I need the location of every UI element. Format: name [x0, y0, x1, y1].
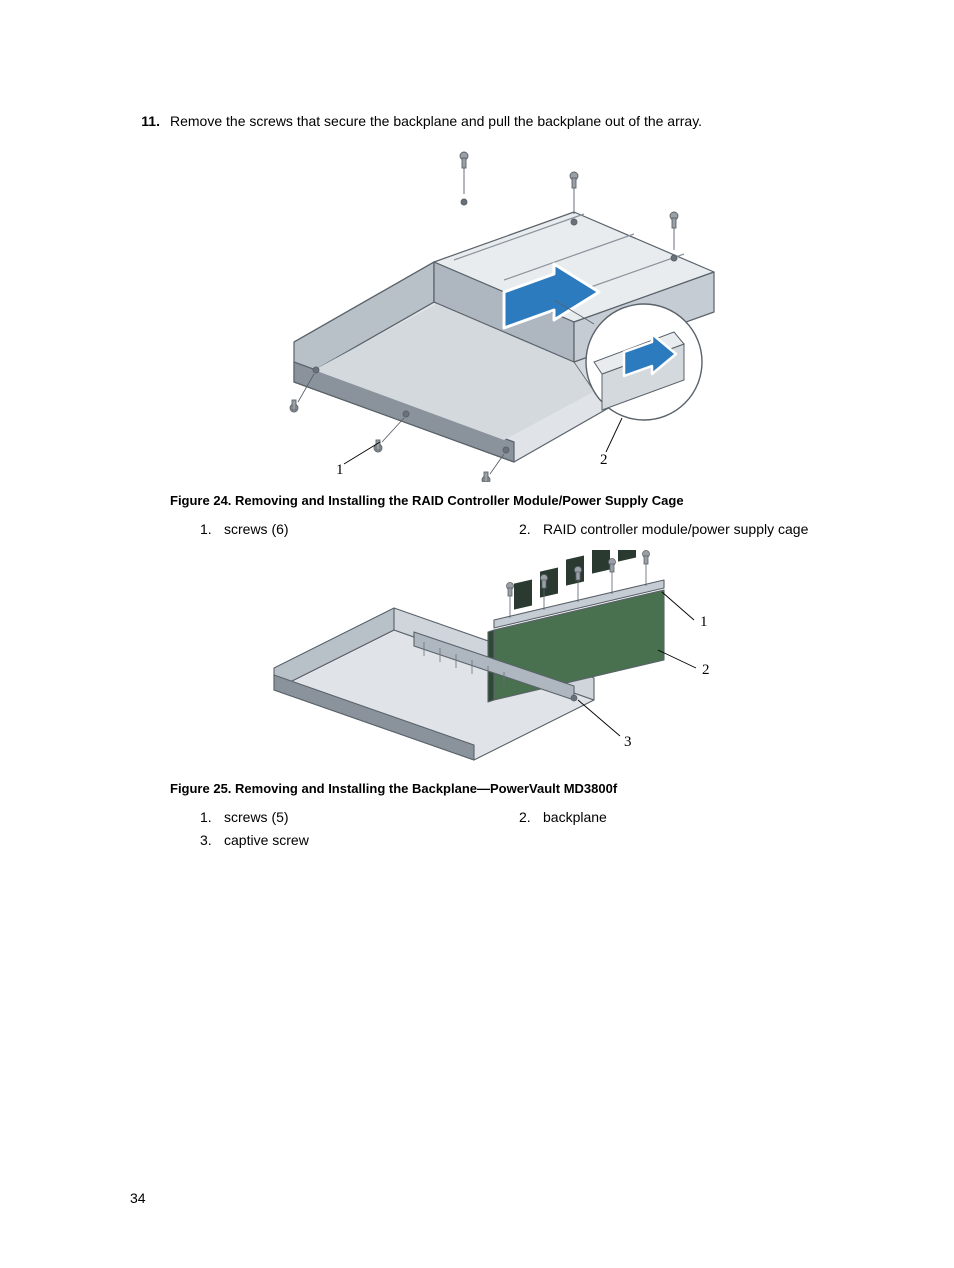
figure-25-caption: Figure 25. Removing and Installing the B… [130, 781, 858, 796]
legend-item: 2. RAID controller module/power supply c… [519, 520, 838, 539]
legend-num: 2. [519, 520, 543, 539]
legend-num: 3. [200, 831, 224, 850]
callout-1: 1 [336, 462, 344, 478]
page-number: 34 [130, 1190, 146, 1206]
callout-1: 1 [700, 614, 708, 630]
figure-24-legend: 1. screws (6) 2. RAID controller module/… [130, 520, 858, 543]
step-number: 11. [130, 113, 170, 129]
step-text: Remove the screws that secure the backpl… [170, 112, 702, 132]
callout-2: 2 [702, 662, 710, 678]
legend-item: 3. captive screw [200, 831, 519, 850]
step-line: 11. Remove the screws that secure the ba… [130, 112, 858, 132]
figure-25-legend: 1. screws (5) 2. backplane 3. captive sc… [130, 808, 858, 854]
legend-item: 1. screws (6) [200, 520, 519, 539]
legend-label: backplane [543, 808, 607, 827]
callout-2: 2 [600, 452, 608, 468]
legend-label: screws (6) [224, 520, 289, 539]
figure-24: 1 2 [130, 142, 858, 487]
figure-24-caption: Figure 24. Removing and Installing the R… [130, 493, 858, 508]
figure-25-svg: 1 2 3 [244, 550, 744, 770]
legend-label: captive screw [224, 831, 309, 850]
legend-num: 2. [519, 808, 543, 827]
figure-25: 1 2 3 [130, 550, 858, 775]
callout-3: 3 [624, 734, 632, 750]
figure-24-svg: 1 2 [254, 142, 734, 482]
legend-label: RAID controller module/power supply cage [543, 520, 808, 539]
legend-num: 1. [200, 808, 224, 827]
legend-num: 1. [200, 520, 224, 539]
legend-item: 2. backplane [519, 808, 838, 827]
legend-item: 1. screws (5) [200, 808, 519, 827]
legend-label: screws (5) [224, 808, 289, 827]
page: 11. Remove the screws that secure the ba… [0, 0, 954, 1268]
